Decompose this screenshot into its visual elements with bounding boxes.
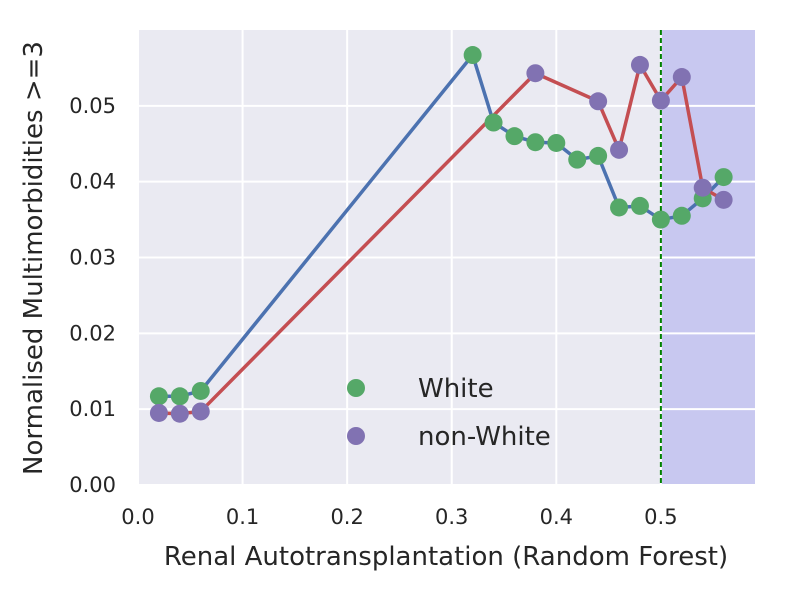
data-point-non-white bbox=[693, 178, 712, 197]
x-tick-label: 0.0 bbox=[121, 505, 154, 529]
y-tick-labels: 0.00 0.01 0.02 0.03 0.04 0.05 bbox=[69, 94, 116, 497]
y-axis-label: Normalised Multimorbidities >=3 bbox=[19, 41, 49, 475]
data-point-white bbox=[714, 168, 733, 187]
data-point-non-white bbox=[672, 68, 691, 87]
legend: White non-White bbox=[347, 374, 551, 452]
y-tick-label: 0.04 bbox=[69, 170, 116, 194]
legend-label-white: White bbox=[418, 374, 494, 404]
x-axis-label: Renal Autotransplantation (Random Forest… bbox=[164, 542, 728, 572]
x-tick-label: 0.5 bbox=[644, 505, 677, 529]
y-tick-label: 0.00 bbox=[69, 473, 116, 497]
data-point-non-white bbox=[170, 404, 189, 423]
series-line-white bbox=[158, 53, 725, 399]
data-point-white bbox=[484, 113, 503, 132]
legend-marker-non-white bbox=[347, 427, 365, 445]
legend-marker-white bbox=[347, 379, 365, 397]
data-point-white bbox=[191, 381, 210, 400]
data-point-non-white bbox=[714, 190, 733, 209]
y-tick-label: 0.03 bbox=[69, 246, 116, 270]
y-tick-label: 0.02 bbox=[69, 321, 116, 345]
x-tick-labels: 0.0 0.1 0.2 0.3 0.4 0.5 bbox=[121, 505, 677, 529]
y-tick-label: 0.05 bbox=[69, 94, 116, 118]
data-point-white bbox=[463, 46, 482, 65]
data-point-white bbox=[170, 387, 189, 406]
data-point-non-white bbox=[191, 402, 210, 421]
legend-label-non-white: non-White bbox=[418, 422, 551, 452]
data-point-white bbox=[547, 133, 566, 152]
x-tick-label: 0.3 bbox=[435, 505, 468, 529]
data-point-white bbox=[672, 206, 691, 225]
x-tick-label: 0.1 bbox=[226, 505, 259, 529]
x-tick-label: 0.2 bbox=[330, 505, 363, 529]
data-point-white bbox=[526, 133, 545, 152]
x-tick-label: 0.4 bbox=[540, 505, 573, 529]
data-point-non-white bbox=[651, 91, 670, 110]
data-point-non-white bbox=[149, 403, 168, 422]
data-point-non-white bbox=[526, 64, 545, 83]
series-points bbox=[149, 46, 733, 423]
data-point-white bbox=[149, 387, 168, 406]
data-point-non-white bbox=[589, 92, 608, 111]
data-point-white bbox=[505, 127, 524, 146]
data-point-white bbox=[589, 146, 608, 165]
data-point-white bbox=[630, 196, 649, 215]
data-point-non-white bbox=[630, 55, 649, 74]
data-point-non-white bbox=[610, 140, 629, 159]
data-point-white bbox=[568, 150, 587, 169]
data-point-white bbox=[651, 210, 670, 229]
y-tick-label: 0.01 bbox=[69, 397, 116, 421]
data-point-white bbox=[610, 198, 629, 217]
